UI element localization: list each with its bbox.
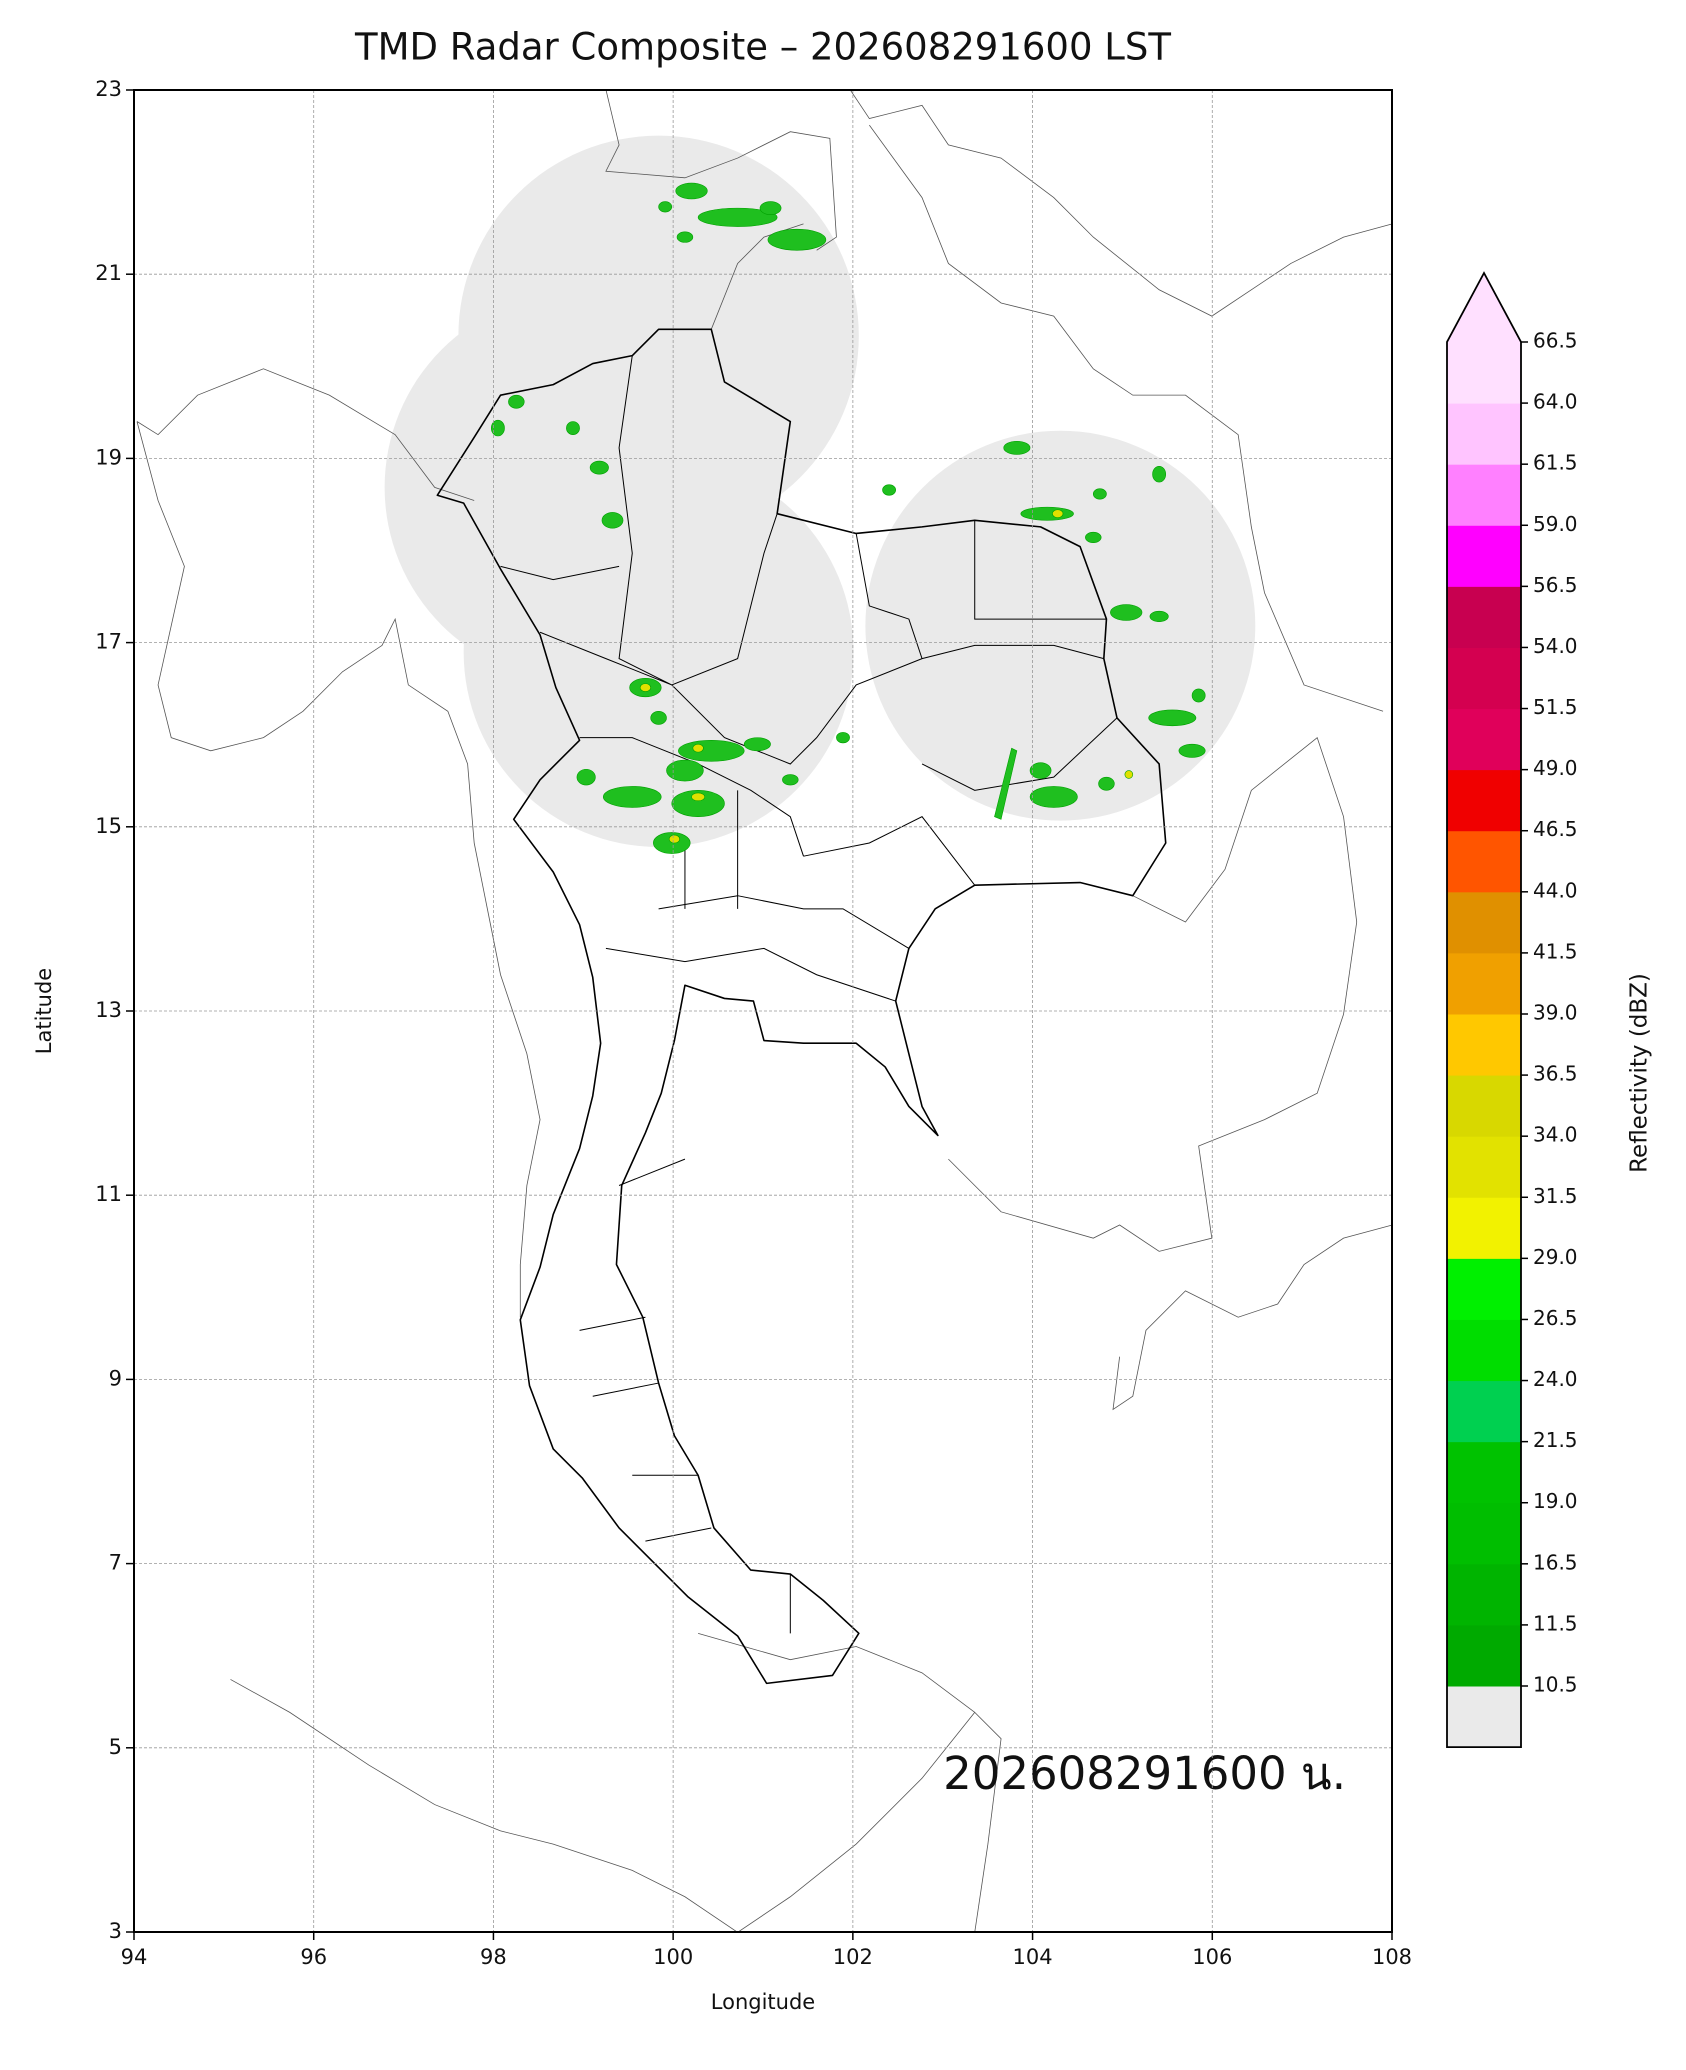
colorbar-segment bbox=[1447, 464, 1521, 526]
colorbar-tick-label: 64.0 bbox=[1533, 390, 1578, 414]
colorbar-tick-label: 26.5 bbox=[1533, 1306, 1578, 1330]
colorbar-segment bbox=[1447, 1319, 1521, 1382]
x-axis-label: Longitude bbox=[711, 1990, 815, 2014]
neighbor-borders bbox=[137, 79, 1392, 1932]
colorbar-tick-label: 31.5 bbox=[1533, 1184, 1578, 1208]
province-lines bbox=[501, 356, 1117, 1634]
axes-frame bbox=[133, 89, 1393, 1933]
colorbar-tick-label: 41.5 bbox=[1533, 939, 1578, 963]
colorbar-tick-label: 21.5 bbox=[1533, 1428, 1578, 1452]
timestamp-annotation: 202608291600 น. bbox=[943, 1747, 1346, 1800]
colorbar-label: Reflectivity (dBZ) bbox=[1627, 973, 1653, 1173]
colorbar-segment bbox=[1447, 891, 1521, 954]
y-tick-label: 5 bbox=[109, 1735, 122, 1759]
y-tick-label: 7 bbox=[109, 1551, 122, 1575]
colorbar-segment bbox=[1447, 952, 1521, 1015]
radar-echoes bbox=[491, 183, 1205, 853]
colorbar-segment bbox=[1447, 708, 1521, 771]
colorbar-tick-label: 11.5 bbox=[1533, 1611, 1578, 1635]
colorbar-tick-label: 56.5 bbox=[1533, 573, 1578, 597]
colorbar-tick-label: 61.5 bbox=[1533, 451, 1578, 475]
colorbar-tick-label: 36.5 bbox=[1533, 1062, 1578, 1086]
colorbar-tick-label: 54.0 bbox=[1533, 634, 1578, 658]
colorbar-segment bbox=[1447, 403, 1521, 465]
y-axis-label: Latitude bbox=[32, 968, 56, 1054]
colorbar-segment bbox=[1447, 342, 1521, 404]
colorbar-tick-label: 49.0 bbox=[1533, 756, 1578, 780]
colorbar-tick-label: 16.5 bbox=[1533, 1550, 1578, 1574]
colorbar-tick-label: 39.0 bbox=[1533, 1001, 1578, 1025]
y-tick-label: 19 bbox=[95, 445, 122, 469]
y-tick-label: 17 bbox=[95, 630, 122, 654]
colorbar-segment bbox=[1447, 1441, 1521, 1504]
colorbar-segment bbox=[1447, 1014, 1521, 1076]
colorbar-segment bbox=[1447, 1136, 1521, 1198]
y-tick-label: 21 bbox=[95, 261, 122, 285]
y-tick-label: 13 bbox=[95, 998, 122, 1022]
colorbar-segment bbox=[1447, 1380, 1521, 1443]
x-tick-label: 108 bbox=[1372, 1945, 1412, 1969]
colorbar-tick-label: 29.0 bbox=[1533, 1245, 1578, 1269]
colorbar-tick-label: 10.5 bbox=[1533, 1673, 1578, 1697]
y-tick-label: 3 bbox=[109, 1919, 122, 1943]
colorbar-tick-label: 66.5 bbox=[1533, 329, 1578, 353]
y-tick-label: 23 bbox=[95, 77, 122, 101]
map bbox=[137, 79, 1392, 1932]
colorbar-segment bbox=[1447, 647, 1521, 710]
colorbar-segment bbox=[1447, 769, 1521, 832]
colorbar-segment bbox=[1447, 1502, 1521, 1565]
colorbar-tick-label: 24.0 bbox=[1533, 1367, 1578, 1391]
colorbar-segment bbox=[1447, 1563, 1521, 1626]
colorbar-tick-label: 46.5 bbox=[1533, 817, 1578, 841]
x-tick-label: 98 bbox=[480, 1945, 507, 1969]
chart-title: TMD Radar Composite – 202608291600 LST bbox=[354, 26, 1171, 69]
colorbar-segment bbox=[1447, 1624, 1521, 1687]
thailand-border bbox=[437, 329, 1165, 1683]
y-tick-label: 9 bbox=[109, 1366, 122, 1390]
y-tick-label: 15 bbox=[95, 814, 122, 838]
colorbar-segment bbox=[1447, 1075, 1521, 1137]
colorbar-outline bbox=[1446, 271, 1522, 1748]
x-tick-label: 106 bbox=[1192, 1945, 1232, 1969]
y-tick-label: 11 bbox=[95, 1182, 122, 1206]
radar-coverage bbox=[384, 135, 1256, 847]
colorbar-segment bbox=[1447, 1258, 1521, 1320]
colorbar-extend bbox=[1447, 273, 1521, 342]
colorbar-segment bbox=[1447, 525, 1521, 587]
colorbar-under bbox=[1447, 1686, 1521, 1748]
x-tick-label: 104 bbox=[1013, 1945, 1053, 1969]
colorbar-tick-label: 59.0 bbox=[1533, 512, 1578, 536]
x-tick-label: 96 bbox=[300, 1945, 327, 1969]
x-tick-label: 102 bbox=[833, 1945, 873, 1969]
colorbar-segment bbox=[1447, 830, 1521, 893]
x-tick-label: 94 bbox=[121, 1945, 148, 1969]
colorbar-tick-label: 34.0 bbox=[1533, 1123, 1578, 1147]
colorbar-segment bbox=[1447, 1197, 1521, 1259]
colorbar-tick-label: 51.5 bbox=[1533, 695, 1578, 719]
colorbar-tick-label: 44.0 bbox=[1533, 878, 1578, 902]
colorbar-segment bbox=[1447, 586, 1521, 648]
colorbar-tick-label: 19.0 bbox=[1533, 1489, 1578, 1513]
x-tick-label: 100 bbox=[653, 1945, 693, 1969]
